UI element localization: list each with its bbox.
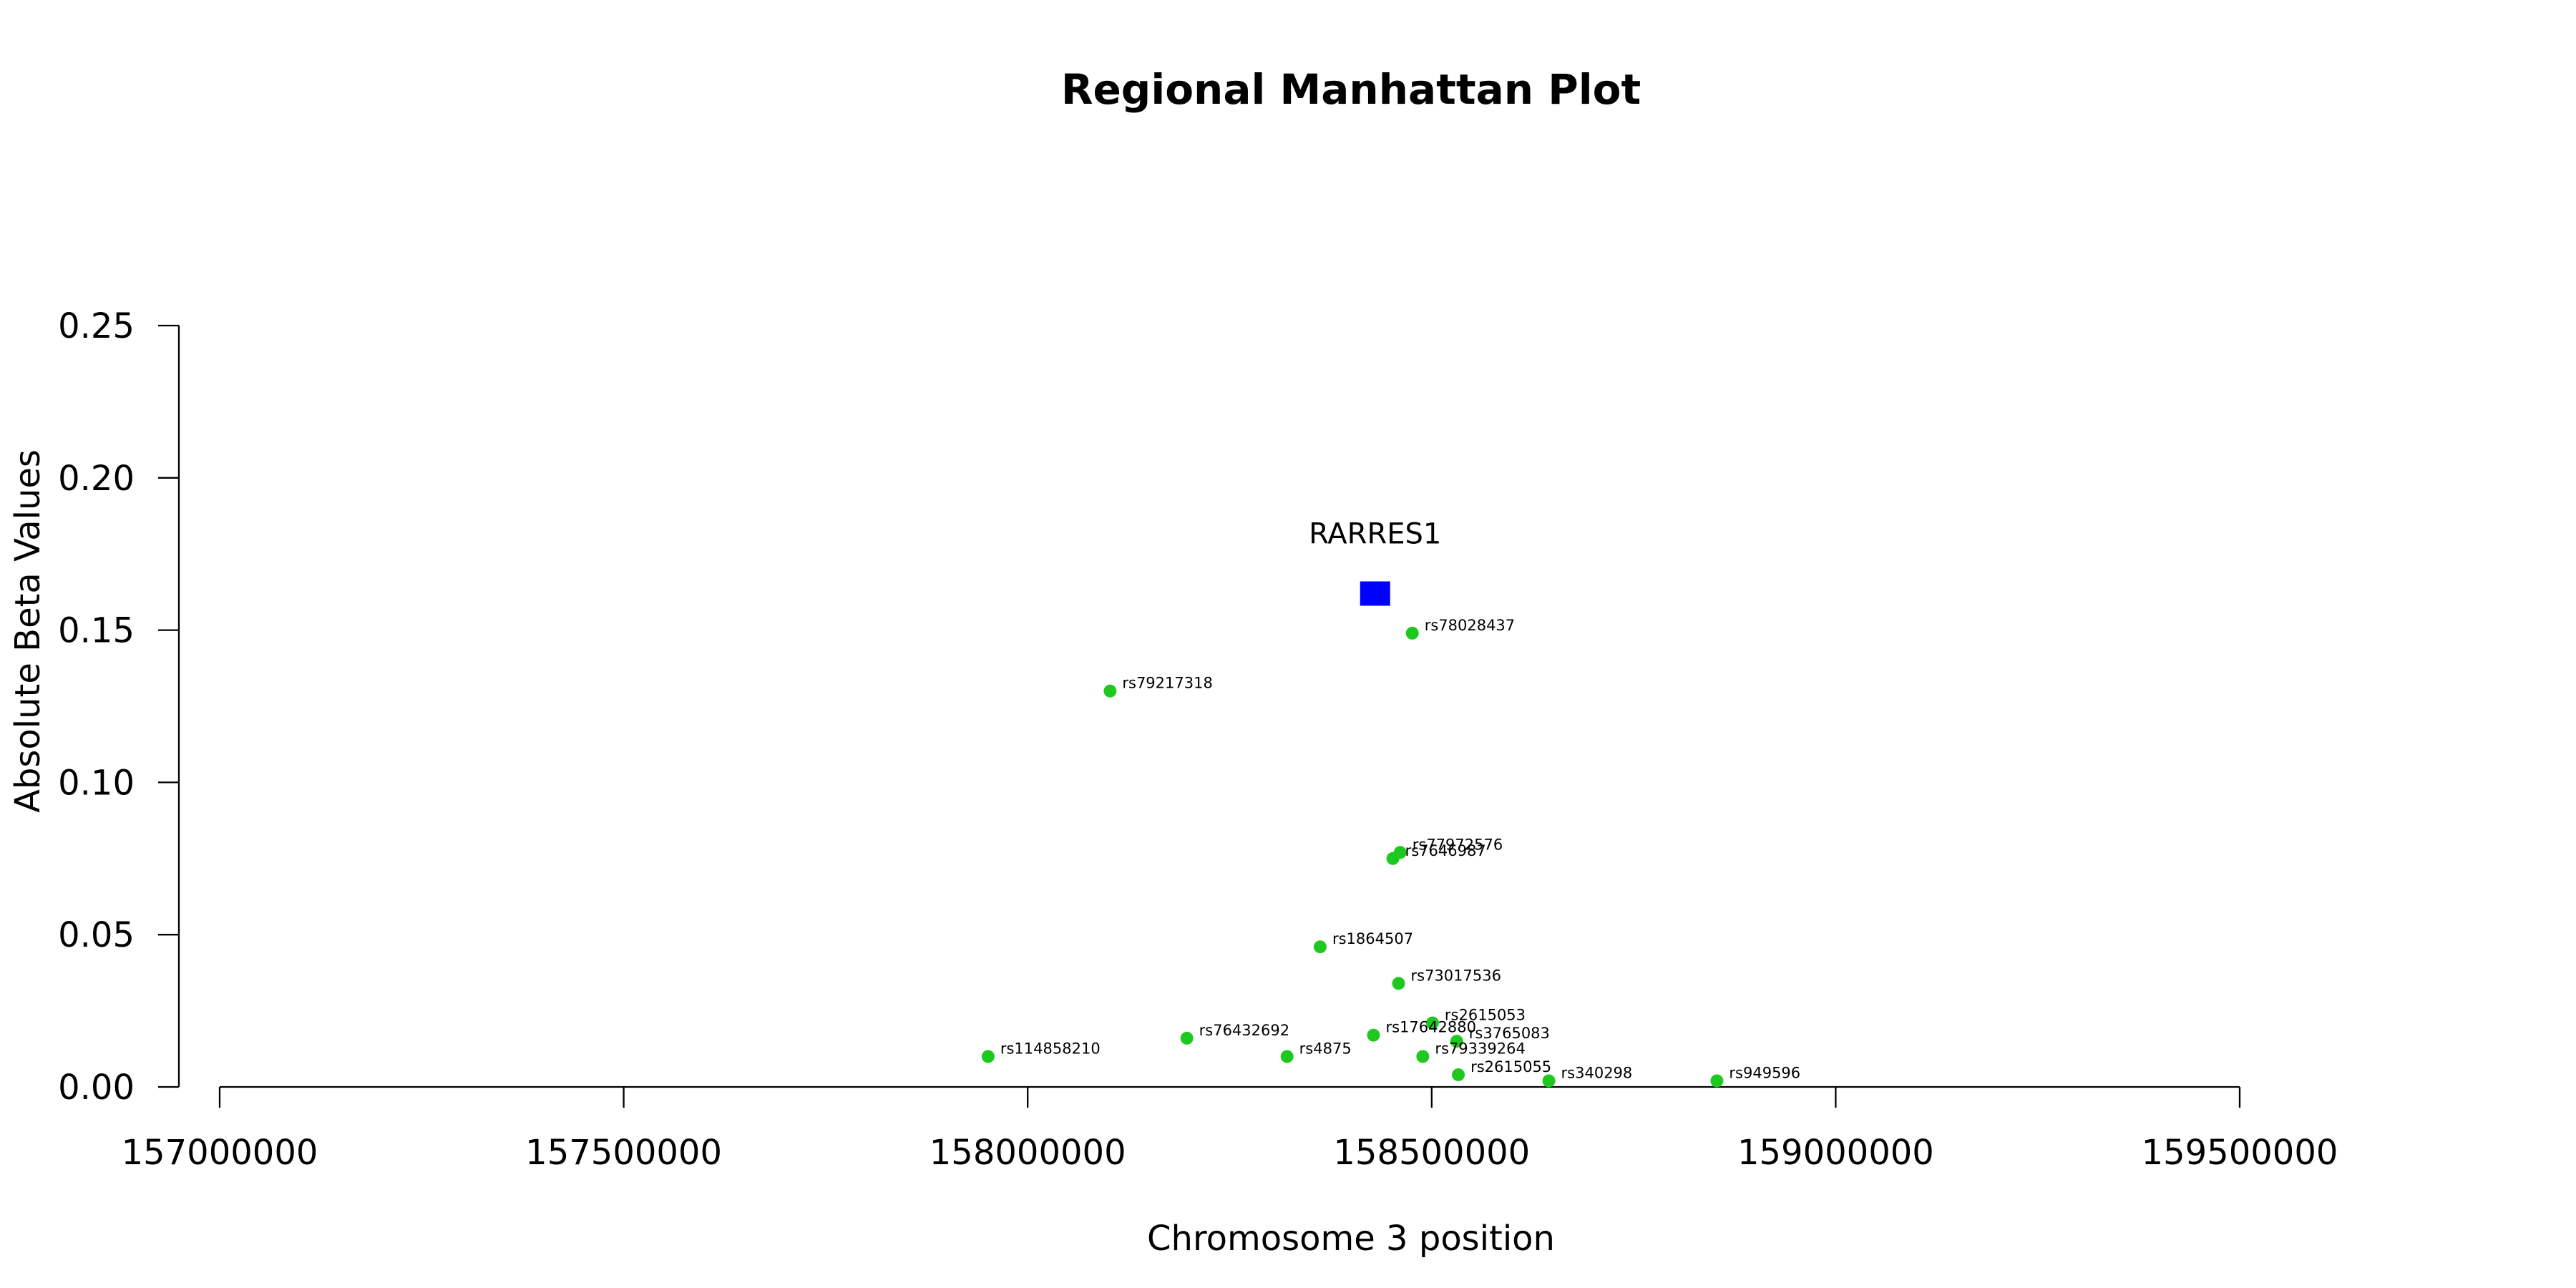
snp-label: rs77972576 bbox=[1413, 836, 1503, 853]
chart-title: Regional Manhattan Plot bbox=[1061, 65, 1641, 114]
gene-marker bbox=[1360, 581, 1390, 606]
snp-point bbox=[981, 1050, 995, 1063]
snp-label: rs79217318 bbox=[1122, 675, 1212, 692]
snp-label: rs17642880 bbox=[1385, 1019, 1475, 1036]
chart-marks: RARRES1rs78028437rs79217318rs77972576rs7… bbox=[981, 518, 1800, 1088]
snp-label: rs340298 bbox=[1561, 1064, 1633, 1081]
snp-point bbox=[1386, 852, 1400, 865]
snp-label: rs2615053 bbox=[1445, 1007, 1526, 1024]
snp-point bbox=[1405, 626, 1419, 640]
snp-point bbox=[1425, 1016, 1439, 1030]
snp-point bbox=[1313, 940, 1327, 954]
snp-point bbox=[1542, 1074, 1556, 1088]
y-tick-label: 0.05 bbox=[58, 915, 135, 955]
snp-label: rs4875 bbox=[1299, 1040, 1352, 1057]
snp-label: rs73017536 bbox=[1411, 967, 1501, 984]
y-tick-label: 0.20 bbox=[58, 459, 135, 499]
snp-label: rs1864507 bbox=[1332, 930, 1413, 947]
snp-point bbox=[1416, 1050, 1430, 1063]
y-tick-label: 0.00 bbox=[58, 1068, 135, 1108]
snp-point bbox=[1452, 1068, 1465, 1081]
x-tick-label: 159000000 bbox=[1737, 1133, 1934, 1173]
x-axis-title: Chromosome 3 position bbox=[1147, 1219, 1555, 1259]
snp-label: rs78028437 bbox=[1425, 617, 1515, 634]
x-tick-label: 158000000 bbox=[930, 1133, 1126, 1173]
snp-point bbox=[1392, 977, 1405, 990]
snp-point bbox=[1710, 1074, 1724, 1088]
snp-label: rs79339264 bbox=[1435, 1040, 1525, 1057]
snp-label: rs76432692 bbox=[1199, 1022, 1289, 1039]
x-tick-label: 158500000 bbox=[1333, 1133, 1530, 1173]
gene-label: RARRES1 bbox=[1309, 518, 1441, 551]
snp-label: rs114858210 bbox=[1000, 1040, 1101, 1057]
y-tick-label: 0.15 bbox=[58, 611, 135, 651]
axes: 157000000 157500000 158000000 158500000 1590… bbox=[58, 306, 2338, 1173]
snp-point bbox=[1450, 1035, 1463, 1048]
x-tick-label: 157000000 bbox=[122, 1133, 318, 1173]
snp-point bbox=[1280, 1050, 1294, 1063]
snp-point bbox=[1180, 1031, 1194, 1045]
y-tick-label: 0.25 bbox=[58, 306, 135, 346]
y-axis-title: Absolute Beta Values bbox=[8, 449, 48, 813]
snp-label: rs949596 bbox=[1729, 1064, 1800, 1081]
x-tick-label: 159500000 bbox=[2142, 1133, 2338, 1173]
snp-point bbox=[1367, 1028, 1380, 1042]
x-tick-label: 157500000 bbox=[525, 1133, 722, 1173]
snp-label: rs3765083 bbox=[1469, 1025, 1550, 1042]
y-tick-label: 0.10 bbox=[58, 763, 135, 803]
snp-point bbox=[1103, 684, 1117, 698]
snp-label: rs2615055 bbox=[1470, 1058, 1551, 1075]
snp-label: rs7646987 bbox=[1405, 842, 1486, 859]
